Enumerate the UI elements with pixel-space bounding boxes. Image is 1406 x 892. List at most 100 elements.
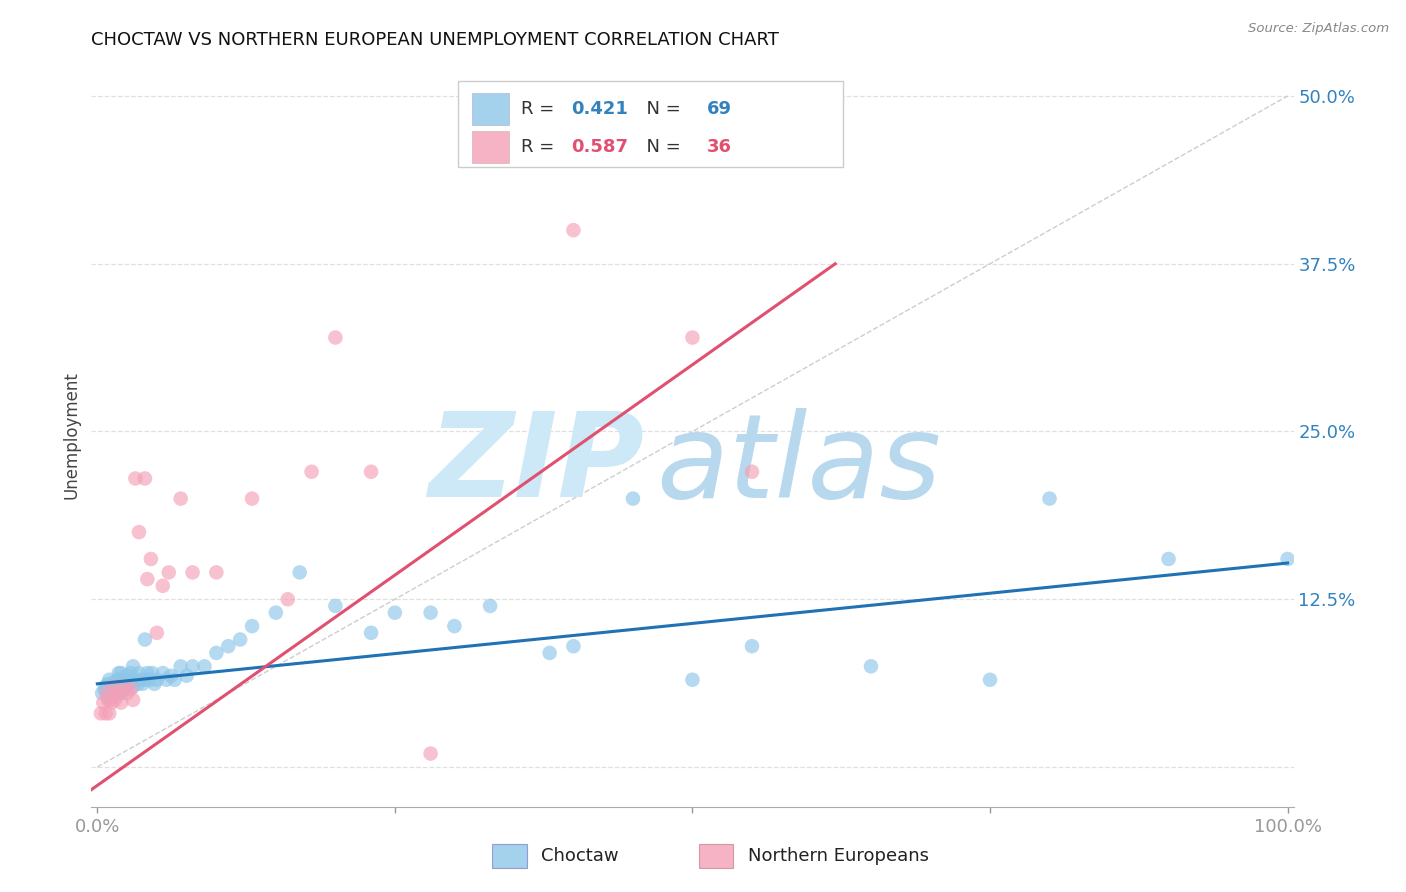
Point	[146, 625, 169, 640]
Point	[139, 552, 162, 566]
Point	[240, 491, 263, 506]
Point	[93, 682, 115, 697]
Point	[124, 673, 146, 687]
Point	[1157, 552, 1180, 566]
Point	[128, 525, 150, 540]
Point	[138, 673, 160, 687]
Point	[682, 673, 704, 687]
Point	[1038, 491, 1060, 506]
Point	[264, 606, 287, 620]
Point	[112, 682, 135, 697]
Point	[205, 646, 228, 660]
Point	[110, 666, 132, 681]
Point	[741, 639, 763, 653]
Point	[277, 592, 299, 607]
Bar	[492, 844, 527, 869]
Point	[97, 693, 120, 707]
Point	[301, 465, 323, 479]
Text: atlas: atlas	[657, 408, 942, 522]
Point	[325, 599, 347, 613]
Point	[96, 686, 118, 700]
Point	[859, 659, 882, 673]
Point	[115, 686, 138, 700]
FancyBboxPatch shape	[472, 130, 509, 162]
Text: Source: ZipAtlas.com: Source: ZipAtlas.com	[1249, 22, 1389, 36]
Text: 69: 69	[707, 101, 733, 119]
Point	[94, 706, 117, 721]
Point	[129, 673, 152, 687]
Point	[120, 682, 142, 697]
Point	[152, 579, 174, 593]
Text: 0.587: 0.587	[571, 137, 628, 155]
Point	[100, 680, 122, 694]
Point	[117, 677, 139, 691]
Point	[124, 471, 146, 485]
Bar	[699, 844, 734, 869]
Point	[479, 599, 502, 613]
Point	[134, 673, 156, 687]
Point	[134, 632, 156, 647]
Point	[107, 686, 129, 700]
Point	[240, 619, 263, 633]
Point	[107, 666, 129, 681]
Point	[104, 693, 127, 707]
Point	[682, 330, 704, 344]
Point	[146, 673, 169, 687]
Point	[110, 696, 132, 710]
Point	[101, 683, 124, 698]
Point	[136, 666, 159, 681]
Point	[104, 682, 127, 697]
Point	[115, 680, 138, 694]
Text: ZIP: ZIP	[429, 407, 644, 522]
Text: R =: R =	[520, 137, 560, 155]
Point	[136, 572, 159, 586]
Y-axis label: Unemployment: Unemployment	[62, 371, 80, 499]
Point	[90, 706, 112, 721]
Text: CHOCTAW VS NORTHERN EUROPEAN UNEMPLOYMENT CORRELATION CHART: CHOCTAW VS NORTHERN EUROPEAN UNEMPLOYMEN…	[91, 31, 779, 49]
Text: 0.421: 0.421	[571, 101, 628, 119]
Point	[169, 659, 191, 673]
Text: 36: 36	[707, 137, 733, 155]
Point	[621, 491, 644, 506]
Point	[562, 639, 585, 653]
FancyBboxPatch shape	[458, 81, 842, 167]
Point	[229, 632, 252, 647]
Point	[96, 686, 118, 700]
Point	[114, 673, 136, 687]
Point	[443, 619, 465, 633]
Point	[122, 659, 145, 673]
Point	[205, 566, 228, 580]
Point	[110, 686, 132, 700]
Point	[181, 659, 204, 673]
Text: Choctaw: Choctaw	[541, 847, 619, 865]
Point	[108, 677, 131, 691]
Point	[288, 566, 311, 580]
Point	[1277, 552, 1299, 566]
Point	[157, 566, 180, 580]
Point	[91, 696, 114, 710]
Point	[160, 669, 183, 683]
Point	[122, 693, 145, 707]
Point	[134, 471, 156, 485]
Point	[131, 677, 153, 691]
Point	[538, 646, 561, 660]
Text: N =: N =	[634, 137, 686, 155]
Point	[163, 673, 186, 687]
Point	[143, 677, 166, 691]
Point	[741, 465, 763, 479]
Point	[105, 680, 128, 694]
Point	[98, 673, 121, 687]
Point	[193, 659, 215, 673]
Point	[110, 673, 132, 687]
Point	[152, 666, 174, 681]
Text: Northern Europeans: Northern Europeans	[748, 847, 929, 865]
Point	[118, 673, 141, 687]
Point	[181, 566, 204, 580]
Point	[979, 673, 1001, 687]
Point	[155, 673, 177, 687]
Point	[360, 465, 382, 479]
Point	[107, 673, 129, 687]
Point	[419, 747, 441, 761]
Point	[325, 330, 347, 344]
FancyBboxPatch shape	[472, 94, 509, 126]
